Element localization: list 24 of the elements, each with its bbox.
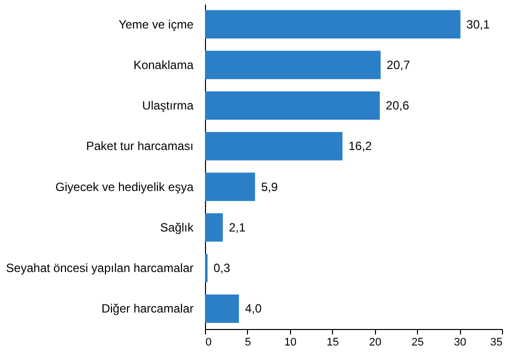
x-tick-label: 20 xyxy=(369,336,382,348)
y-tick-label: Ulaştırma xyxy=(142,98,194,113)
y-tick-label: Paket tur harcaması xyxy=(86,139,194,154)
x-tick-label: 35 xyxy=(490,336,502,348)
y-tick-label: Sağlık xyxy=(160,220,194,234)
data-label: 30,1 xyxy=(466,17,490,32)
x-tick-label: 0 xyxy=(206,336,212,348)
x-tick-label: 15 xyxy=(326,336,339,348)
y-tick-label: Seyahat öncesi yapılan harcamalar xyxy=(6,261,194,276)
data-label: 2,1 xyxy=(228,220,246,234)
data-label: 0,3 xyxy=(214,261,231,276)
data-label: 4,0 xyxy=(244,302,262,316)
x-tick-label: 30 xyxy=(454,336,466,348)
x-tick-label: 25 xyxy=(412,336,424,348)
data-label: 20,6 xyxy=(386,98,410,113)
y-tick-label: Yeme ve içme xyxy=(118,17,194,32)
y-tick-label: Giyecek ve hediyelik eşya xyxy=(55,180,194,194)
data-label: 20,7 xyxy=(386,58,410,72)
x-tick-label: 5 xyxy=(244,336,251,348)
data-label: 16,2 xyxy=(348,139,372,154)
y-tick-label: Diğer harcamalar xyxy=(101,302,194,316)
y-tick-label: Konaklama xyxy=(133,58,194,72)
x-tick-label: 10 xyxy=(284,336,296,348)
data-label: 5,9 xyxy=(261,180,278,194)
